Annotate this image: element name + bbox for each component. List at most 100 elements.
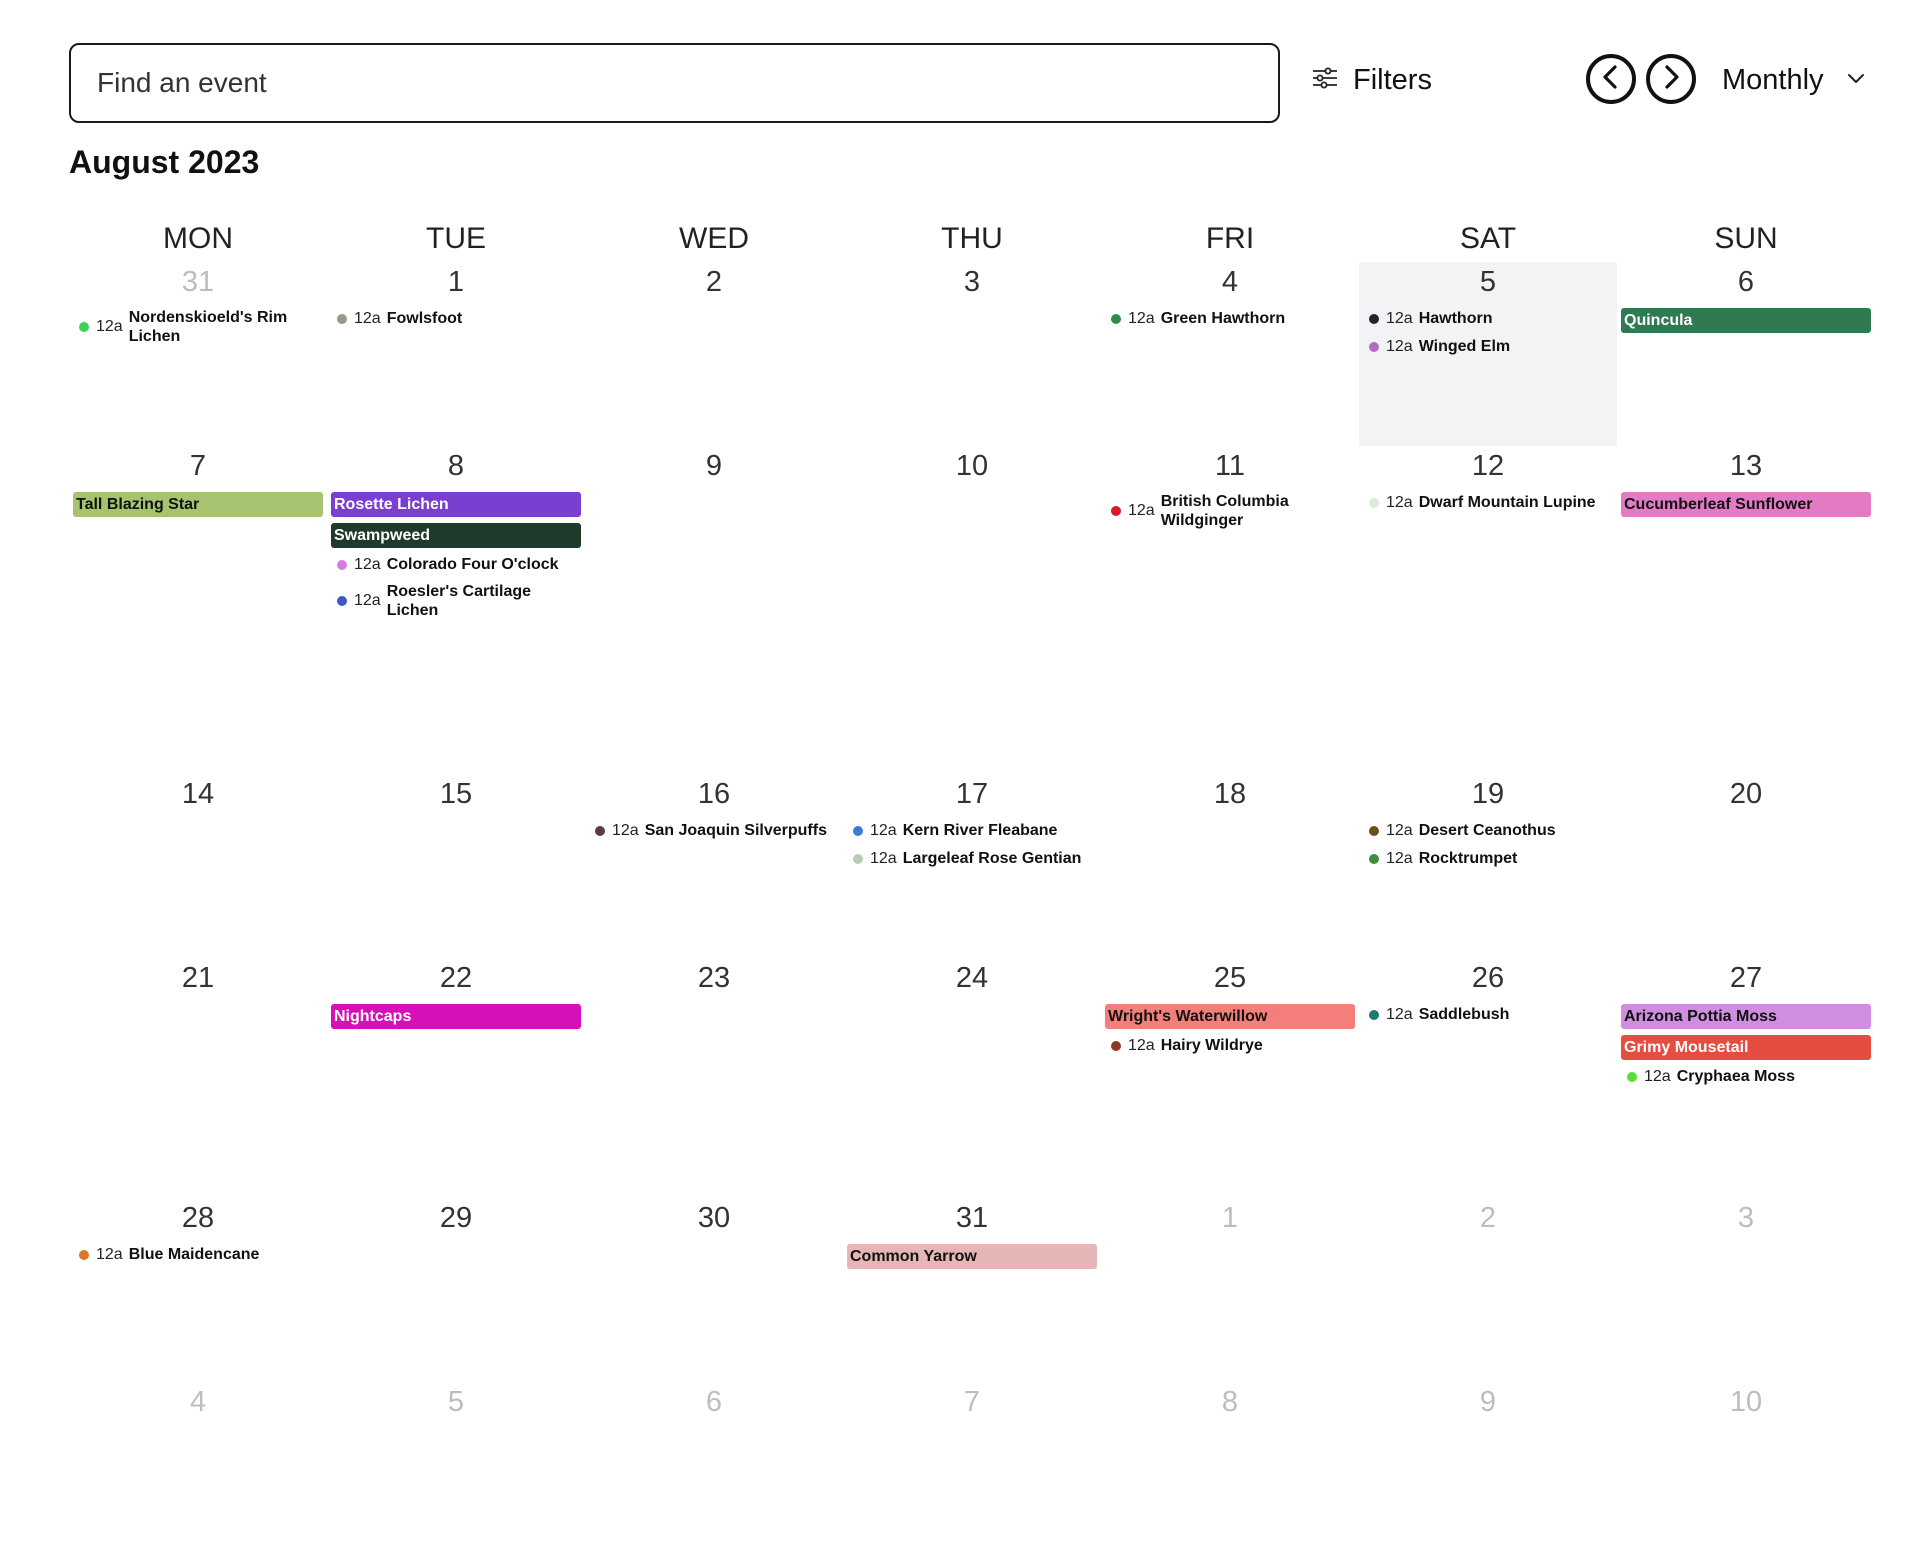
all-day-event[interactable]: Quincula: [1621, 308, 1871, 333]
timed-event[interactable]: 12a San Joaquin Silverpuffs: [595, 820, 843, 841]
day-number: 25: [1213, 962, 1247, 994]
timed-event[interactable]: 12a Largeleaf Rose Gentian: [853, 848, 1101, 869]
day-number: 29: [439, 1202, 473, 1234]
timed-event[interactable]: 12a Nordenskioeld's Rim Lichen: [79, 308, 327, 346]
event-time: 12a: [1386, 493, 1413, 511]
day-cell[interactable]: 8 Rosette Lichen Swampweed 12a Colorado Four…: [327, 446, 585, 774]
day-cell[interactable]: 2: [585, 262, 843, 446]
day-cell[interactable]: 7: [843, 1382, 1101, 1566]
event-title: Kern River Fleabane: [902, 822, 1058, 839]
day-cell[interactable]: 10: [1617, 1382, 1875, 1566]
event-dot-icon: [337, 596, 347, 606]
timed-event[interactable]: 12a Green Hawthorn: [1111, 308, 1359, 329]
day-cell[interactable]: 1: [1101, 1198, 1359, 1382]
day-cell[interactable]: 6: [585, 1382, 843, 1566]
day-cell[interactable]: 16 12a San Joaquin Silverpuffs: [585, 774, 843, 958]
day-number: 6: [1737, 266, 1755, 298]
day-number: 1: [447, 266, 465, 298]
day-cell[interactable]: 5: [327, 1382, 585, 1566]
timed-event[interactable]: 12a Blue Maidencane: [79, 1244, 327, 1265]
timed-event[interactable]: 12a Saddlebush: [1369, 1004, 1617, 1025]
day-cell[interactable]: 5 12a Hawthorn 12a Winged Elm: [1359, 262, 1617, 446]
day-cell[interactable]: 1 12a Fowlsfoot: [327, 262, 585, 446]
view-mode-select[interactable]: Monthly: [1722, 55, 1866, 105]
event-time: 12a: [96, 1245, 123, 1263]
day-cell[interactable]: 2: [1359, 1198, 1617, 1382]
day-cell[interactable]: 29: [327, 1198, 585, 1382]
search-input[interactable]: [95, 44, 1278, 122]
all-day-event[interactable]: Cucumberleaf Sunflower: [1621, 492, 1871, 517]
event-dot-icon: [1627, 1071, 1637, 1082]
day-number: 17: [955, 778, 989, 810]
timed-event[interactable]: 12a Hairy Wildrye: [1111, 1035, 1359, 1056]
event-dot-icon: [1111, 1040, 1121, 1051]
timed-event[interactable]: 12a Desert Ceanothus: [1369, 820, 1617, 841]
event-time: 12a: [1128, 1036, 1155, 1054]
day-cell[interactable]: 9: [585, 446, 843, 774]
day-cell[interactable]: 14: [69, 774, 327, 958]
day-number: 12: [1471, 450, 1505, 482]
day-cell[interactable]: 31 Common Yarrow: [843, 1198, 1101, 1382]
day-number: 20: [1729, 778, 1763, 810]
day-cell[interactable]: 3: [843, 262, 1101, 446]
event-time: 12a: [1386, 337, 1413, 355]
all-day-event[interactable]: Arizona Pottia Moss: [1621, 1004, 1871, 1029]
event-time: 12a: [96, 318, 123, 335]
all-day-event[interactable]: Rosette Lichen: [331, 492, 581, 517]
timed-event[interactable]: 12a Kern River Fleabane: [853, 820, 1101, 841]
day-cell[interactable]: 12 12a Dwarf Mountain Lupine: [1359, 446, 1617, 774]
day-cell[interactable]: 11 12a British Columbia Wildginger: [1101, 446, 1359, 774]
event-time: 12a: [1644, 1067, 1671, 1085]
day-cell[interactable]: 20: [1617, 774, 1875, 958]
filters-button[interactable]: Filters: [1311, 55, 1432, 105]
timed-event[interactable]: 12a Rocktrumpet: [1369, 848, 1617, 869]
day-cell[interactable]: 24: [843, 958, 1101, 1198]
timed-event[interactable]: 12a Hawthorn: [1369, 308, 1617, 329]
day-cell[interactable]: 4: [69, 1382, 327, 1566]
timed-event[interactable]: 12a Winged Elm: [1369, 336, 1617, 357]
day-cell[interactable]: 17 12a Kern River Fleabane 12a Largeleaf Ros…: [843, 774, 1101, 958]
day-cell[interactable]: 15: [327, 774, 585, 958]
day-number: 13: [1729, 450, 1763, 482]
day-cell[interactable]: 9: [1359, 1382, 1617, 1566]
timed-event[interactable]: 12a Roesler's Cartilage Lichen: [337, 582, 585, 620]
prev-month-button[interactable]: [1586, 54, 1636, 104]
next-month-button[interactable]: [1646, 54, 1696, 104]
all-day-event[interactable]: Grimy Mousetail: [1621, 1035, 1871, 1060]
day-cell[interactable]: 3: [1617, 1198, 1875, 1382]
day-cell[interactable]: 31 12a Nordenskioeld's Rim Lichen: [69, 262, 327, 446]
event-dot-icon: [853, 825, 863, 836]
day-cell[interactable]: 30: [585, 1198, 843, 1382]
day-cell[interactable]: 28 12a Blue Maidencane: [69, 1198, 327, 1382]
day-cell[interactable]: 25 Wright's Waterwillow 12a Hairy Wildrye: [1101, 958, 1359, 1198]
search-box[interactable]: [69, 43, 1280, 123]
event-title: Largeleaf Rose Gentian: [902, 850, 1082, 867]
all-day-event[interactable]: Wright's Waterwillow: [1105, 1004, 1355, 1029]
timed-event[interactable]: 12a Dwarf Mountain Lupine: [1369, 492, 1617, 513]
timed-event[interactable]: 12a British Columbia Wildginger: [1111, 492, 1359, 530]
timed-event[interactable]: 12a Fowlsfoot: [337, 308, 585, 329]
day-cell[interactable]: 8: [1101, 1382, 1359, 1566]
day-cell[interactable]: 7 Tall Blazing Star: [69, 446, 327, 774]
event-time: 12a: [1386, 849, 1413, 867]
event-title: Hawthorn: [1418, 310, 1493, 327]
day-cell[interactable]: 21: [69, 958, 327, 1198]
day-cell[interactable]: 23: [585, 958, 843, 1198]
day-cell[interactable]: 6 Quincula: [1617, 262, 1875, 446]
day-cell[interactable]: 26 12a Saddlebush: [1359, 958, 1617, 1198]
day-number: 6: [705, 1386, 723, 1418]
timed-event[interactable]: 12a Colorado Four O'clock: [337, 554, 585, 575]
day-cell[interactable]: 19 12a Desert Ceanothus 12a Rocktrumpet: [1359, 774, 1617, 958]
all-day-event[interactable]: Nightcaps: [331, 1004, 581, 1029]
day-cell[interactable]: 27 Arizona Pottia Moss Grimy Mousetail 12a C…: [1617, 958, 1875, 1198]
event-title: Colorado Four O'clock: [386, 556, 559, 573]
all-day-event[interactable]: Swampweed: [331, 523, 581, 548]
all-day-event[interactable]: Tall Blazing Star: [73, 492, 323, 517]
day-cell[interactable]: 18: [1101, 774, 1359, 958]
all-day-event[interactable]: Common Yarrow: [847, 1244, 1097, 1269]
day-cell[interactable]: 13 Cucumberleaf Sunflower: [1617, 446, 1875, 774]
day-cell[interactable]: 22 Nightcaps: [327, 958, 585, 1198]
day-cell[interactable]: 4 12a Green Hawthorn: [1101, 262, 1359, 446]
timed-event[interactable]: 12a Cryphaea Moss: [1627, 1066, 1875, 1087]
day-cell[interactable]: 10: [843, 446, 1101, 774]
